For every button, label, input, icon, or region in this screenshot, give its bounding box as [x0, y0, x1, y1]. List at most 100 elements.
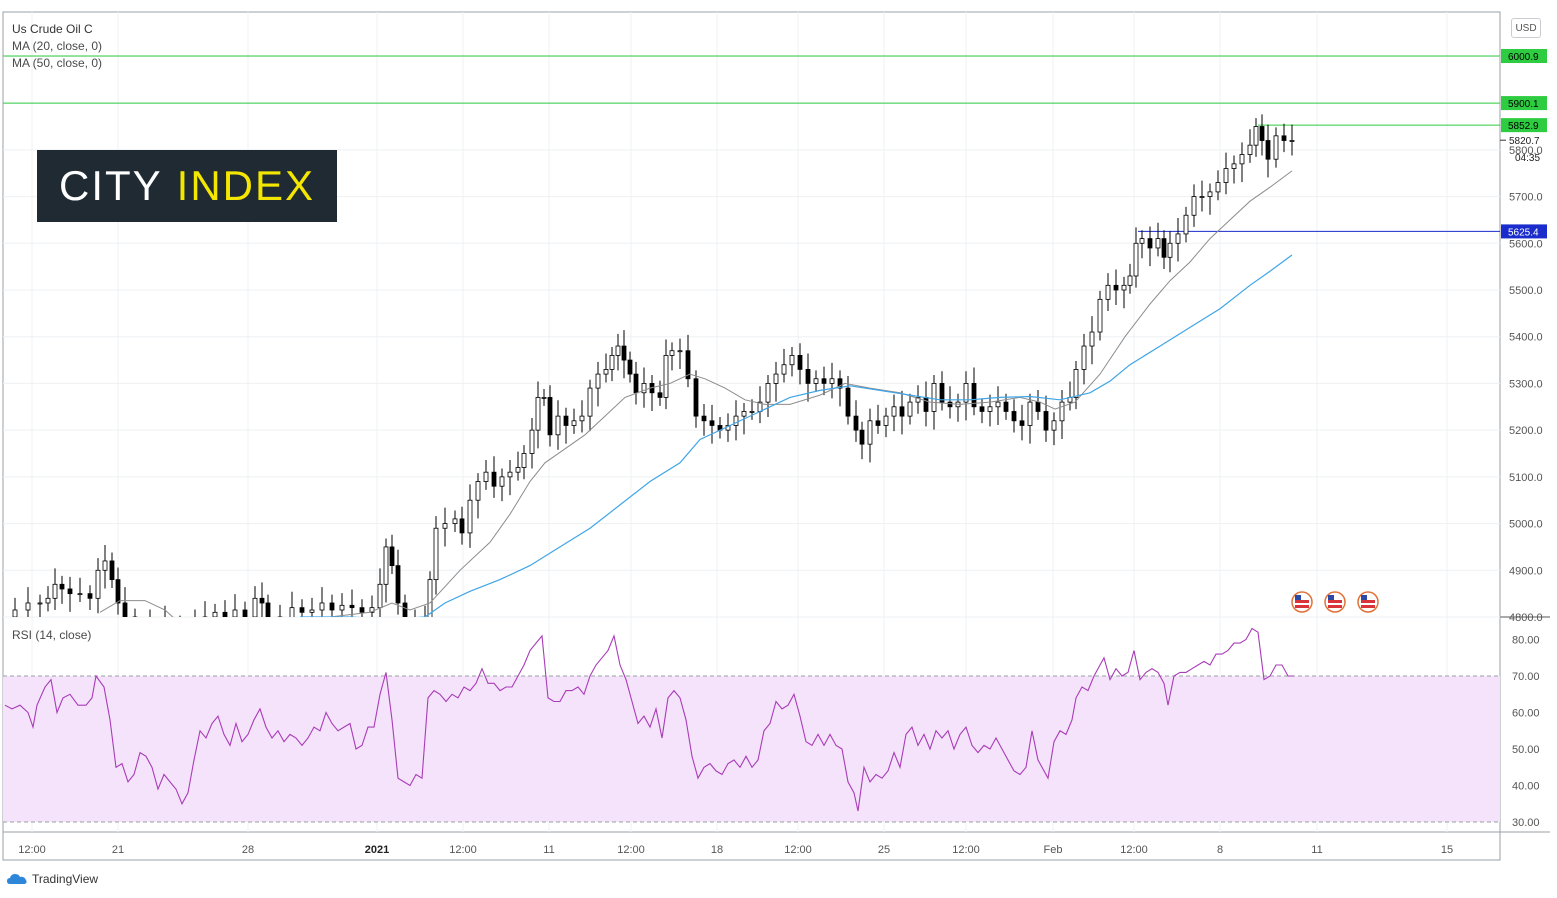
- currency-button[interactable]: USD: [1511, 18, 1541, 38]
- candle-body: [883, 415, 889, 426]
- x-tick-label: 21: [112, 844, 124, 856]
- candle-body: [1059, 401, 1065, 422]
- symbol-title: Us Crude Oil C: [12, 22, 93, 36]
- candle-body: [515, 467, 521, 473]
- us-event-flag-canton: [1295, 595, 1301, 600]
- support-price-tag: [1501, 224, 1547, 239]
- us-event-flag-stripe: [1361, 600, 1375, 603]
- candle-body: [277, 616, 283, 617]
- rsi-tick-label: 50.00: [1512, 744, 1540, 756]
- logo-city-text: CITY: [58, 162, 163, 209]
- candle-body: [102, 560, 108, 571]
- x-tick-label: 12:00: [952, 844, 980, 856]
- candle-body: [1147, 238, 1153, 249]
- candle-body: [733, 415, 739, 426]
- y-tick-label: 5400.0: [1509, 332, 1543, 344]
- candle-body: [452, 518, 458, 524]
- candle-body: [931, 383, 937, 412]
- candle-body: [1133, 242, 1139, 277]
- candle-body: [178, 624, 182, 626]
- tradingview-cloud-icon: [7, 874, 27, 884]
- x-tick-label: 28: [242, 844, 254, 856]
- candle-body: [915, 397, 921, 403]
- candle-body: [433, 527, 439, 581]
- resistance-price-label: 5852.9: [1508, 121, 1539, 132]
- candle-body: [52, 583, 58, 599]
- rsi-line: [4, 627, 1294, 812]
- candle-body: [309, 609, 315, 613]
- candle-body: [132, 616, 138, 617]
- candle-body: [837, 378, 843, 389]
- candle-body: [677, 350, 683, 353]
- candle-body: [507, 471, 513, 478]
- us-event-flag-stripe: [1328, 600, 1342, 603]
- tradingview-label: TradingView: [32, 872, 99, 886]
- candle-body: [37, 602, 43, 605]
- candle-body: [845, 387, 851, 417]
- x-tick-label: Feb: [1044, 844, 1063, 856]
- candle-body: [685, 350, 691, 380]
- candle-body: [939, 383, 945, 403]
- us-event-flag-stripe: [1295, 605, 1309, 608]
- y-tick-label: 5300.0: [1509, 378, 1543, 390]
- candle-body: [1223, 168, 1229, 183]
- candle-body: [87, 593, 93, 599]
- candle-body: [1097, 298, 1103, 333]
- rsi-tick-label: 60.00: [1512, 708, 1540, 720]
- candle-body: [459, 518, 465, 534]
- y-tick-label: 4900.0: [1509, 565, 1543, 577]
- candle-body: [413, 622, 417, 624]
- y-tick-label: 5200.0: [1509, 425, 1543, 437]
- candle-body: [1051, 420, 1057, 431]
- candle-body: [615, 345, 621, 356]
- resistance-price-label: 6000.9: [1508, 52, 1539, 63]
- last-price-label: 5820.7: [1509, 136, 1540, 147]
- rsi-band: [3, 676, 1500, 822]
- candle-body: [1289, 140, 1295, 142]
- x-tick-label: 11: [1311, 844, 1322, 856]
- candle-body: [232, 609, 238, 617]
- candle-body: [555, 415, 561, 436]
- candle-body: [749, 411, 755, 413]
- candle-body: [389, 546, 395, 567]
- candle-body: [663, 354, 669, 398]
- candle-body: [467, 499, 473, 534]
- candle-body: [95, 569, 101, 599]
- candle-body: [1139, 238, 1145, 244]
- x-tick-label: 8: [1217, 844, 1223, 856]
- us-event-flag-canton: [1361, 595, 1367, 600]
- candle-body: [603, 369, 609, 375]
- tradingview-brand[interactable]: TradingView: [6, 872, 98, 886]
- y-tick-label: 5800.0: [1509, 145, 1543, 157]
- candle-body: [67, 588, 73, 595]
- y-tick-label: 5700.0: [1509, 192, 1543, 204]
- candle-body: [193, 622, 197, 624]
- candle-body: [442, 523, 448, 529]
- candle-body: [1175, 233, 1181, 244]
- candle-body: [359, 607, 365, 613]
- resistance-price-label: 5900.1: [1508, 99, 1539, 110]
- candle-body: [475, 481, 481, 501]
- candle-body: [1239, 154, 1245, 165]
- candle-body: [853, 415, 859, 431]
- candle-body: [765, 383, 771, 403]
- y-tick-label: 5500.0: [1509, 285, 1543, 297]
- candle-body: [971, 383, 977, 408]
- rsi-tick-label: 80.00: [1512, 635, 1540, 647]
- candle-body: [1003, 401, 1009, 412]
- candle-body: [627, 359, 633, 375]
- candle-body: [1161, 238, 1167, 258]
- candle-body: [641, 383, 647, 394]
- ma50-legend: MA (50, close, 0): [12, 56, 103, 70]
- candle-body: [633, 373, 639, 394]
- candle-body: [709, 420, 715, 426]
- candle-body: [1253, 126, 1259, 146]
- candle-body: [25, 602, 31, 611]
- x-tick-label: 12:00: [449, 844, 477, 856]
- candle-body: [1265, 140, 1271, 160]
- x-tick-label: 12:00: [617, 844, 645, 856]
- rsi-tick-label: 70.00: [1512, 671, 1540, 683]
- candle-body: [289, 607, 295, 617]
- resistance-price-tag: [1501, 49, 1547, 63]
